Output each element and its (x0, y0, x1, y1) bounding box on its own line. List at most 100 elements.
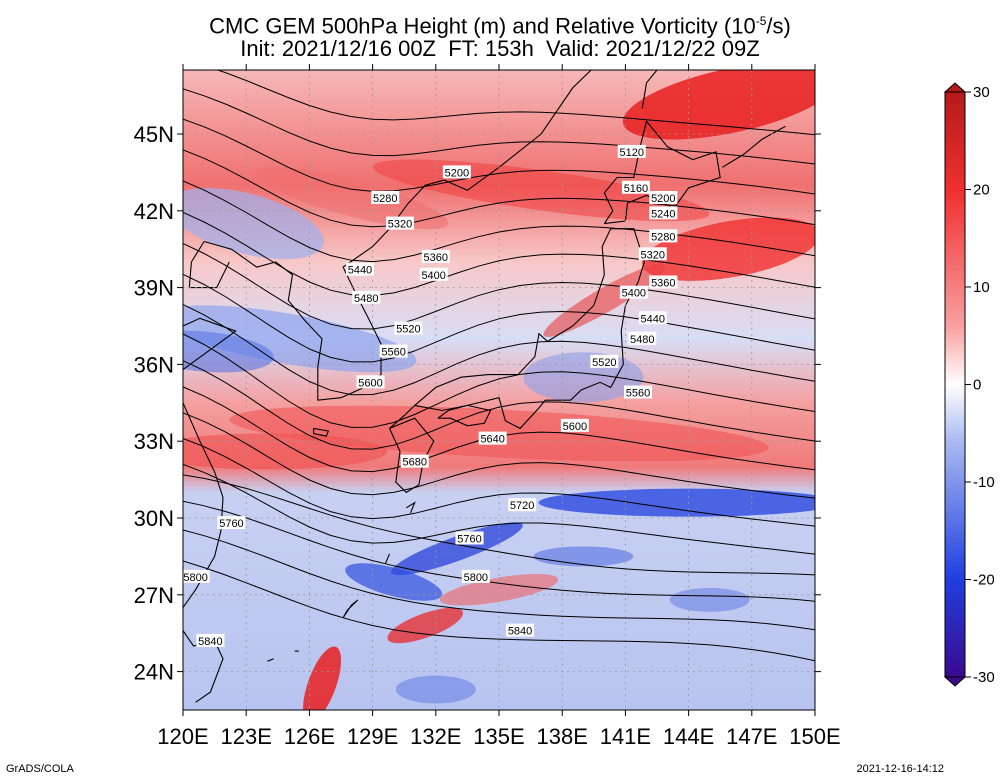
contour-label-box (649, 229, 678, 243)
vorticity-blob (533, 546, 634, 567)
height-contour-line (183, 360, 815, 450)
vorticity-blob (387, 607, 464, 644)
vorticity-blob (390, 522, 523, 576)
contour-label-box (394, 321, 423, 335)
colorbar-label: 0 (973, 377, 981, 394)
lat-label: 27N (134, 583, 174, 608)
contour-label: 5560 (626, 388, 650, 400)
contour-label-box (638, 247, 667, 261)
contour-label-box (649, 275, 678, 289)
contour-label: 5760 (457, 533, 481, 545)
contour-label-box (400, 454, 429, 468)
lon-label: 144E (663, 724, 714, 749)
height-contour-line (183, 437, 815, 527)
contour-label-box (508, 498, 537, 512)
contour-label: 5280 (373, 193, 397, 205)
contour-label-box (419, 267, 448, 281)
height-contour-line (183, 88, 815, 165)
contour-label-box (442, 165, 471, 179)
contour-label: 5400 (421, 270, 445, 282)
contour-label-box (352, 290, 381, 304)
contour-label-box (560, 418, 589, 432)
lon-label: 123E (221, 724, 272, 749)
lon-label: 150E (789, 724, 840, 749)
contour-label: 5680 (402, 457, 426, 469)
coastline (408, 70, 592, 204)
contour-label-box (345, 262, 374, 276)
colorbar-label: -30 (973, 669, 995, 686)
colorbar: 30 20 10 0 -10 -20 -30 (943, 82, 995, 687)
coastline (406, 501, 416, 514)
footer-timestamp: 2021-12-16-14:12 (856, 763, 944, 775)
height-contour-line (183, 180, 815, 263)
contour-label: 5400 (622, 288, 646, 300)
height-contour-line (216, 70, 815, 136)
vorticity-blob (345, 563, 443, 601)
height-contour-line (183, 463, 815, 555)
lon-label: 141E (600, 724, 651, 749)
contour-label-box (619, 285, 648, 299)
contour-label-box (196, 633, 225, 647)
coastline (342, 599, 359, 619)
latitude-labels: 24N 27N 30N 33N 36N 39N 42N 45N (134, 122, 174, 685)
contour-label: 5840 (508, 626, 532, 638)
lon-label: 132E (410, 724, 461, 749)
title-prefix: CMC GEM 500hPa Height (m) and Relative V… (209, 13, 756, 39)
contour-label-box (461, 569, 490, 583)
contour-label: 5760 (219, 518, 243, 530)
contour-label: 5320 (641, 249, 665, 261)
colorbar-label: -10 (973, 474, 995, 491)
vorticity-blob (183, 187, 324, 260)
colorbar-bottom-arrow (943, 676, 967, 687)
contour-label: 5640 (480, 434, 504, 446)
contour-label-box (628, 331, 657, 345)
vorticity-blob (183, 305, 417, 373)
lat-label: 42N (134, 199, 174, 224)
contour-label: 5440 (641, 313, 665, 325)
height-contour-line (183, 560, 815, 662)
contour-label: 5280 (651, 231, 675, 243)
contour-label: 5360 (424, 252, 448, 264)
vorticity-blob (669, 587, 750, 612)
contour-label-box (455, 531, 484, 545)
colorbar-label: 30 (973, 84, 990, 101)
coastline (203, 202, 409, 401)
contour-label: 5120 (619, 147, 643, 159)
plot-area: 5120516052005200524052805280532053205360… (183, 70, 815, 710)
contour-label-box (385, 216, 414, 230)
height-contour-line (183, 333, 815, 428)
contour-labels: 5120516052005200524052805280532053205360… (183, 144, 678, 648)
height-contour-line (183, 149, 815, 228)
coastline (183, 317, 237, 370)
lat-label: 24N (134, 660, 174, 685)
coastline (313, 427, 330, 437)
contour-label-box (638, 311, 667, 325)
height-contour-line (183, 211, 815, 297)
contour-label-box (621, 180, 650, 194)
contour-label-box (506, 623, 535, 637)
contour-label-box (649, 191, 678, 204)
vorticity-blobs (183, 70, 815, 710)
lon-label: 147E (726, 724, 777, 749)
contour-label-box (478, 431, 507, 445)
contour-label: 5160 (624, 183, 648, 195)
vorticity-blob (303, 646, 342, 710)
contour-label: 5240 (651, 208, 675, 220)
height-contour-line (183, 412, 815, 499)
height-contour-line (183, 273, 815, 363)
height-contour-line (183, 303, 815, 396)
contour-label-box (379, 344, 408, 358)
vorticity-blob (183, 330, 274, 373)
contour-label-box (649, 206, 678, 220)
longitude-labels: 120E 123E 126E 129E 132E 135E 138E 141E 144E 147E… (157, 724, 840, 749)
footer-credit: GrADS/COLA (6, 763, 74, 775)
vorticity-blob (543, 263, 666, 337)
height-contour-line (183, 529, 815, 631)
lat-label: 30N (134, 506, 174, 531)
lat-label: 39N (134, 276, 174, 301)
contour-label: 5440 (348, 265, 372, 277)
lon-label: 135E (473, 724, 524, 749)
contour-label: 5200 (445, 167, 469, 179)
vorticity-blob (622, 70, 815, 140)
